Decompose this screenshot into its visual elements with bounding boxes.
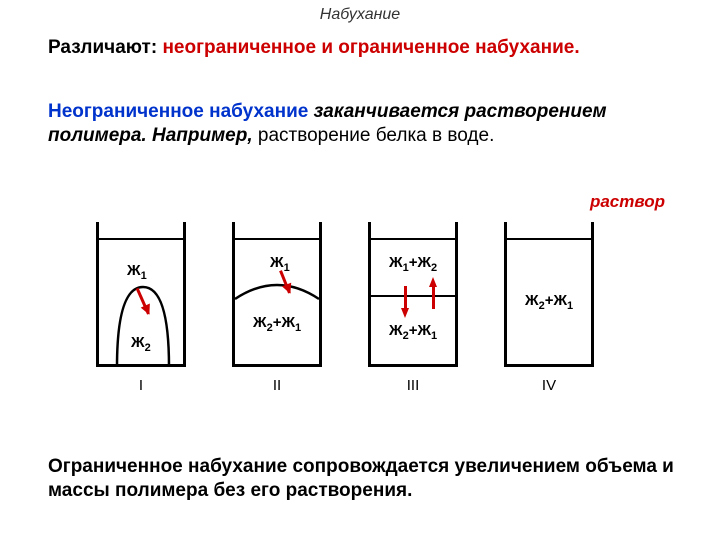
liquid-line — [371, 238, 455, 240]
paragraph-1: Различают: неограниченное и ограниченное… — [48, 36, 680, 60]
diagram-area: раствор Ж1Ж2IЖ1Ж2+Ж1IIЖ1+Ж2Ж2+Ж1IIIЖ2+Ж1… — [0, 200, 720, 420]
p2-plain: растворение белка в воде. — [258, 125, 494, 146]
paragraph-2: Неограниченное набухание заканчивается р… — [48, 100, 680, 148]
vessel-label: Ж1 — [127, 262, 147, 282]
p3-text: Ограниченное набухание сопровождается ув… — [48, 456, 674, 501]
vessel-label: Ж2+Ж1 — [389, 322, 437, 342]
roman-numeral: IV — [504, 377, 594, 394]
vessel-label: Ж2+Ж1 — [525, 292, 573, 312]
vessel-4: Ж2+Ж1 — [504, 222, 594, 367]
vessel-1: Ж1 Ж2 — [96, 222, 186, 367]
rastvor-label: раствор — [590, 192, 665, 212]
vessel-label: Ж1+Ж2 — [389, 254, 437, 274]
arc-divider — [235, 222, 325, 367]
roman-numeral: I — [96, 377, 186, 394]
vessel-label: Ж2 — [131, 334, 151, 354]
paragraph-3: Ограниченное набухание сопровождается ув… — [48, 455, 680, 503]
roman-numeral: II — [232, 377, 322, 394]
roman-numeral: III — [368, 377, 458, 394]
vessel-label: Ж2+Ж1 — [253, 314, 301, 334]
liquid-line — [507, 238, 591, 240]
p2-blue: Неограниченное набухание — [48, 101, 314, 122]
vessel-3: Ж1+Ж2 Ж2+Ж1 — [368, 222, 458, 367]
arrow-down-icon — [401, 308, 409, 318]
slide-title: Набухание — [0, 6, 720, 24]
arrow-up-icon — [429, 277, 437, 287]
p1-red: неограниченное и ограниченное набухание. — [162, 37, 579, 58]
liquid-line — [371, 295, 455, 297]
vessel-2: Ж1Ж2+Ж1 — [232, 222, 322, 367]
p1-black: Различают: — [48, 37, 162, 58]
